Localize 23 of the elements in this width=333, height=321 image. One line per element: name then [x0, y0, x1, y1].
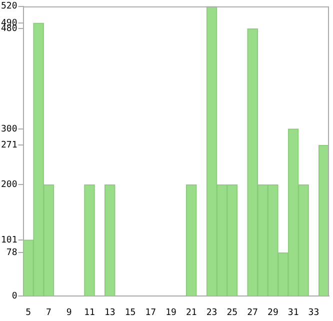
- y-tick-label: 101: [0, 235, 18, 246]
- y-tick-label: 520: [0, 2, 18, 12]
- x-tick-label: 25: [226, 308, 238, 318]
- x-tick-label: 19: [166, 308, 176, 318]
- y-tick-label: 300: [0, 124, 18, 134]
- x-tick-label: 11: [84, 308, 95, 318]
- x-tick-label: 27: [247, 308, 258, 318]
- x-tick-label: 9: [66, 308, 72, 318]
- x-tick-label: 15: [124, 308, 136, 318]
- x-tick-label: 21: [186, 308, 197, 318]
- x-tick-label: 17: [145, 308, 156, 318]
- x-tick-label: 33: [308, 308, 320, 318]
- y-tick-label: 271: [0, 140, 18, 151]
- x-tick-label: 23: [206, 308, 218, 318]
- y-tick-label: 480: [0, 24, 18, 34]
- x-tick-label: 5: [26, 308, 32, 318]
- y-tick-label: 200: [0, 180, 18, 190]
- y-tick-label: 0: [12, 292, 18, 302]
- x-tick-label: 7: [46, 308, 52, 318]
- y-tick-label: 78: [6, 248, 18, 258]
- x-tick-label: 31: [288, 308, 299, 318]
- x-tick-label: 29: [268, 308, 278, 318]
- x-tick-label: 13: [104, 308, 116, 318]
